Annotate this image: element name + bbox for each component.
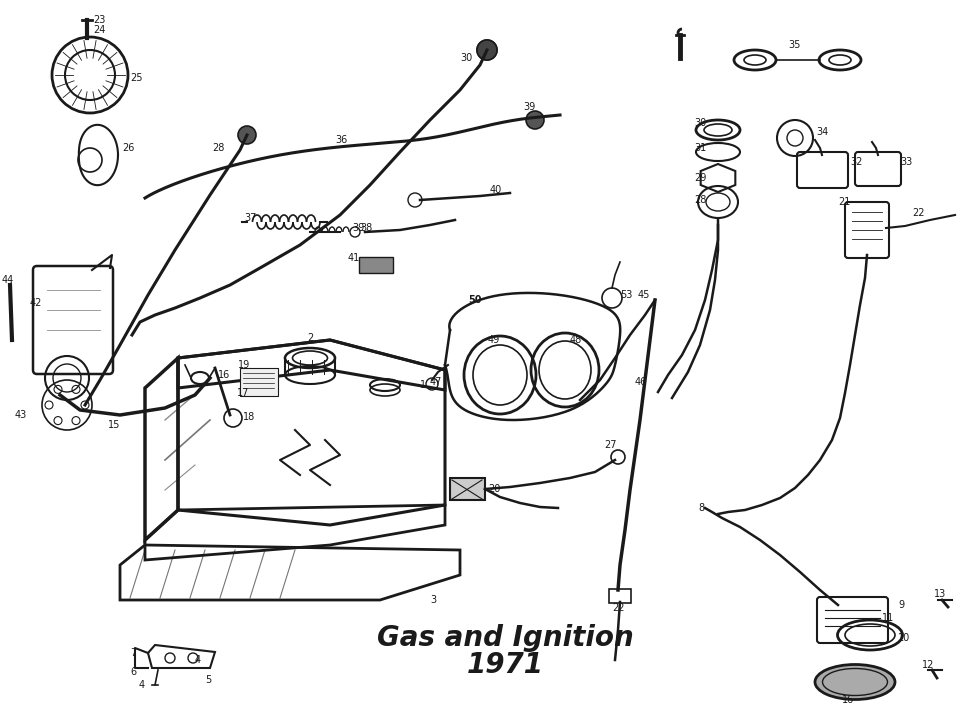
Text: 23: 23 xyxy=(93,15,106,25)
Text: 40: 40 xyxy=(490,185,502,195)
Text: 16: 16 xyxy=(218,370,230,380)
Circle shape xyxy=(238,126,256,144)
Text: 13: 13 xyxy=(934,589,947,599)
Text: 11: 11 xyxy=(882,613,895,623)
Text: 6: 6 xyxy=(130,667,136,677)
FancyBboxPatch shape xyxy=(359,257,393,273)
Text: 7: 7 xyxy=(130,648,136,658)
Text: 28: 28 xyxy=(694,195,707,205)
FancyBboxPatch shape xyxy=(450,478,485,500)
Text: 28: 28 xyxy=(212,143,225,153)
Text: 39: 39 xyxy=(523,102,536,112)
Circle shape xyxy=(477,40,497,60)
Text: 24: 24 xyxy=(93,25,106,35)
Text: 49: 49 xyxy=(488,335,500,345)
Text: 48: 48 xyxy=(570,335,583,345)
Text: 29: 29 xyxy=(694,173,707,183)
Text: 27: 27 xyxy=(604,440,616,450)
Text: 45: 45 xyxy=(638,290,650,300)
Circle shape xyxy=(477,40,497,60)
Text: 43: 43 xyxy=(15,410,27,420)
Text: 18: 18 xyxy=(243,412,255,422)
Text: 1: 1 xyxy=(420,380,426,390)
Text: 31: 31 xyxy=(694,143,707,153)
Text: 47: 47 xyxy=(430,377,443,387)
Text: 5: 5 xyxy=(205,675,211,685)
Text: 53: 53 xyxy=(620,290,633,300)
Text: 16: 16 xyxy=(842,695,854,705)
Text: 39: 39 xyxy=(352,223,364,233)
Text: 21: 21 xyxy=(838,197,851,207)
Circle shape xyxy=(526,111,544,129)
Text: 19: 19 xyxy=(238,360,251,370)
Text: 2: 2 xyxy=(307,333,313,343)
Text: 46: 46 xyxy=(635,377,647,387)
Text: 33: 33 xyxy=(900,157,912,167)
Text: 34: 34 xyxy=(816,127,828,137)
Text: 38: 38 xyxy=(360,223,372,233)
Text: 10: 10 xyxy=(898,633,910,643)
Text: 4: 4 xyxy=(139,680,145,690)
Text: 8: 8 xyxy=(698,503,704,513)
Text: 12: 12 xyxy=(922,660,934,670)
FancyBboxPatch shape xyxy=(240,368,278,396)
Text: 26: 26 xyxy=(122,143,134,153)
Text: 1971: 1971 xyxy=(467,651,543,679)
Text: 50: 50 xyxy=(468,295,482,305)
Text: 41: 41 xyxy=(348,253,360,263)
Text: 37: 37 xyxy=(244,213,256,223)
Text: 3: 3 xyxy=(430,595,436,605)
Text: 35: 35 xyxy=(788,40,801,50)
Text: 36: 36 xyxy=(335,135,348,145)
Text: 25: 25 xyxy=(130,73,142,83)
Text: 20: 20 xyxy=(488,484,500,494)
Text: 44: 44 xyxy=(2,275,14,285)
Text: 22: 22 xyxy=(912,208,924,218)
Text: 9: 9 xyxy=(898,600,904,610)
Text: 42: 42 xyxy=(30,298,42,308)
Text: 30: 30 xyxy=(460,53,472,63)
Text: Gas and Ignition: Gas and Ignition xyxy=(376,624,634,652)
Text: 30: 30 xyxy=(694,118,707,128)
Text: 17: 17 xyxy=(237,388,250,398)
Text: 4: 4 xyxy=(195,655,202,665)
Ellipse shape xyxy=(815,665,895,700)
Text: 32: 32 xyxy=(850,157,862,167)
Text: 22: 22 xyxy=(612,603,625,613)
Text: 15: 15 xyxy=(108,420,120,430)
